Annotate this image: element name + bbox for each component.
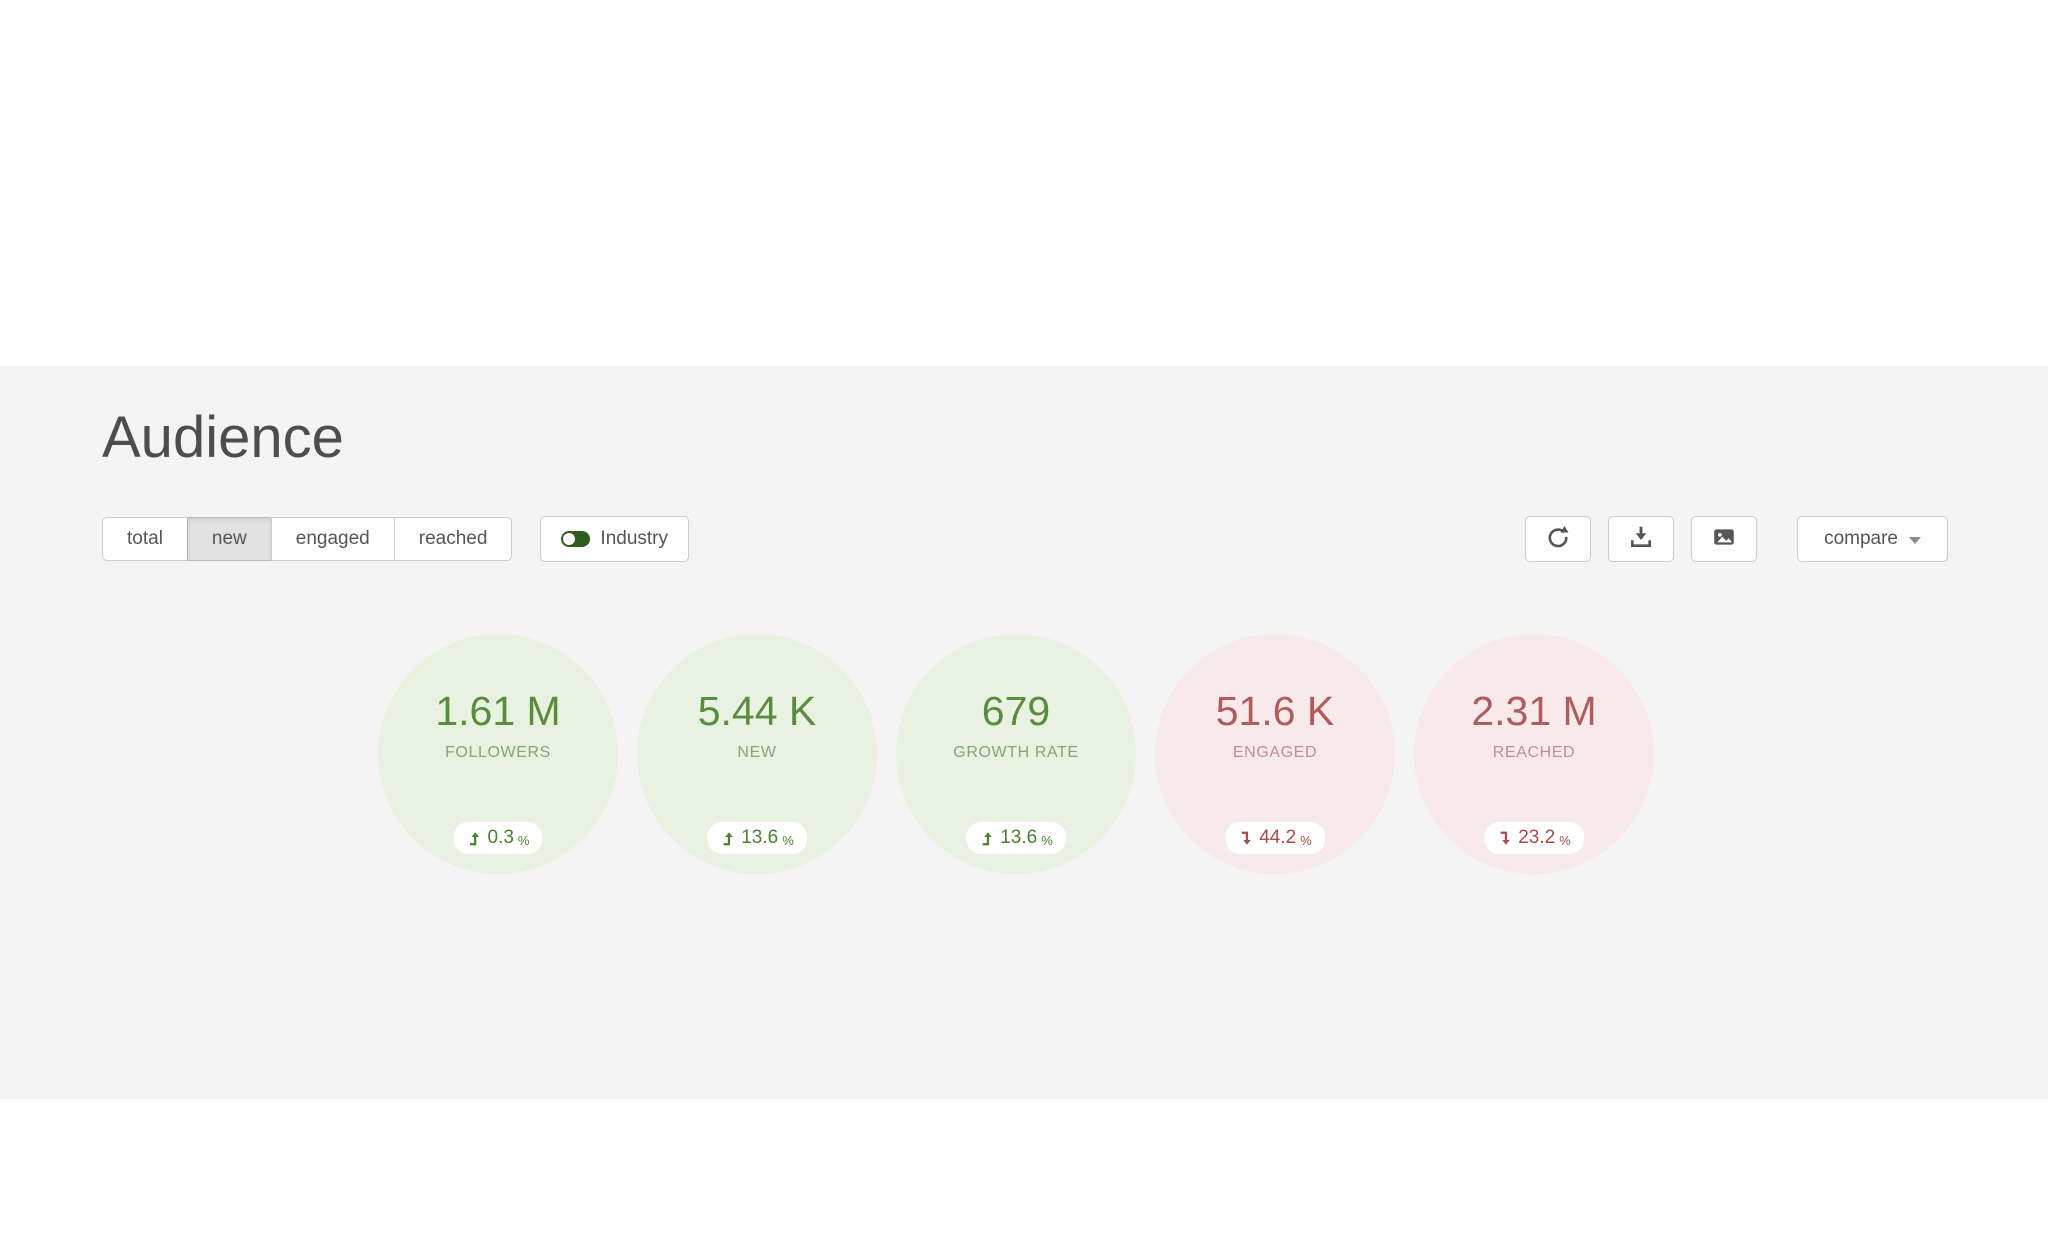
trend-down-icon [1497,830,1514,847]
percent-value: 0.3 [487,827,514,848]
trend-badge: 13.6 % [707,822,807,854]
trend-up-icon [467,830,484,847]
metric-circle-reached: 2.31 M REACHED 23.2 % [1414,634,1654,874]
metric-circle-followers: 1.61 M FOLLOWERS 0.3 % [378,634,618,874]
trend-badge: 13.6 % [966,822,1066,854]
metric-label: NEW [737,744,777,761]
metric-label: GROWTH RATE [953,744,1079,761]
trend-badge: 44.2 % [1225,822,1325,854]
metric-value: 1.61 M [435,688,561,734]
tab-new[interactable]: new [186,517,272,561]
trend-badge: 23.2 % [1484,822,1584,854]
percent-value: 23.2 [1518,827,1556,848]
metric-circle-engaged: 51.6 K ENGAGED 44.2 % [1155,634,1395,874]
metric-value: 5.44 K [697,688,817,734]
metric-value: 679 [981,688,1051,734]
page-title: Audience [102,405,344,470]
percent-value: 44.2 [1259,827,1297,848]
compare-label: compare [1824,528,1898,549]
refresh-button[interactable] [1525,516,1592,562]
metric-value: 2.31 M [1471,688,1597,734]
filter-controls: total new engaged reached Industry [102,516,690,562]
trend-down-icon [1238,830,1255,847]
tab-total[interactable]: total [102,517,188,561]
trend-badge: 0.3 % [453,822,543,854]
percent-value: 13.6 [1000,827,1038,848]
percent-unit: % [1041,833,1053,848]
download-button[interactable] [1608,516,1675,562]
kpi-circles: 1.61 M FOLLOWERS 0.3 % 5.44 K NEW [378,634,1654,874]
compare-button[interactable]: compare [1797,516,1948,562]
trend-up-icon [720,830,737,847]
percent-unit: % [1300,833,1312,848]
image-icon [1711,524,1737,555]
percent-unit: % [782,833,794,848]
metric-value: 51.6 K [1215,688,1335,734]
refresh-icon [1545,524,1571,555]
industry-toggle-button[interactable]: Industry [540,516,690,562]
percent-value: 13.6 [741,827,779,848]
metric-circle-growth-rate: 679 GROWTH RATE 13.6 % [896,634,1136,874]
tab-reached[interactable]: reached [393,517,513,561]
metric-circle-new: 5.44 K NEW 13.6 % [637,634,877,874]
metric-label: ENGAGED [1232,744,1318,761]
metric-label: FOLLOWERS [445,744,551,761]
audience-section: Audience total new engaged reached Indus… [0,366,2048,1099]
download-icon [1628,524,1654,555]
industry-label: Industry [600,528,669,549]
percent-unit: % [517,833,530,848]
export-image-button[interactable] [1691,516,1758,562]
toggle-icon [561,531,591,547]
trend-up-icon [979,830,996,847]
chevron-down-icon [1909,536,1921,544]
tab-engaged[interactable]: engaged [270,517,395,561]
metric-filter-group: total new engaged reached [102,517,513,561]
percent-unit: % [1559,833,1571,848]
toolbar: compare [1525,516,1948,562]
metric-label: REACHED [1492,744,1576,761]
